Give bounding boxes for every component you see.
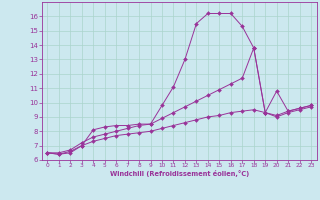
X-axis label: Windchill (Refroidissement éolien,°C): Windchill (Refroidissement éolien,°C) xyxy=(109,170,249,177)
